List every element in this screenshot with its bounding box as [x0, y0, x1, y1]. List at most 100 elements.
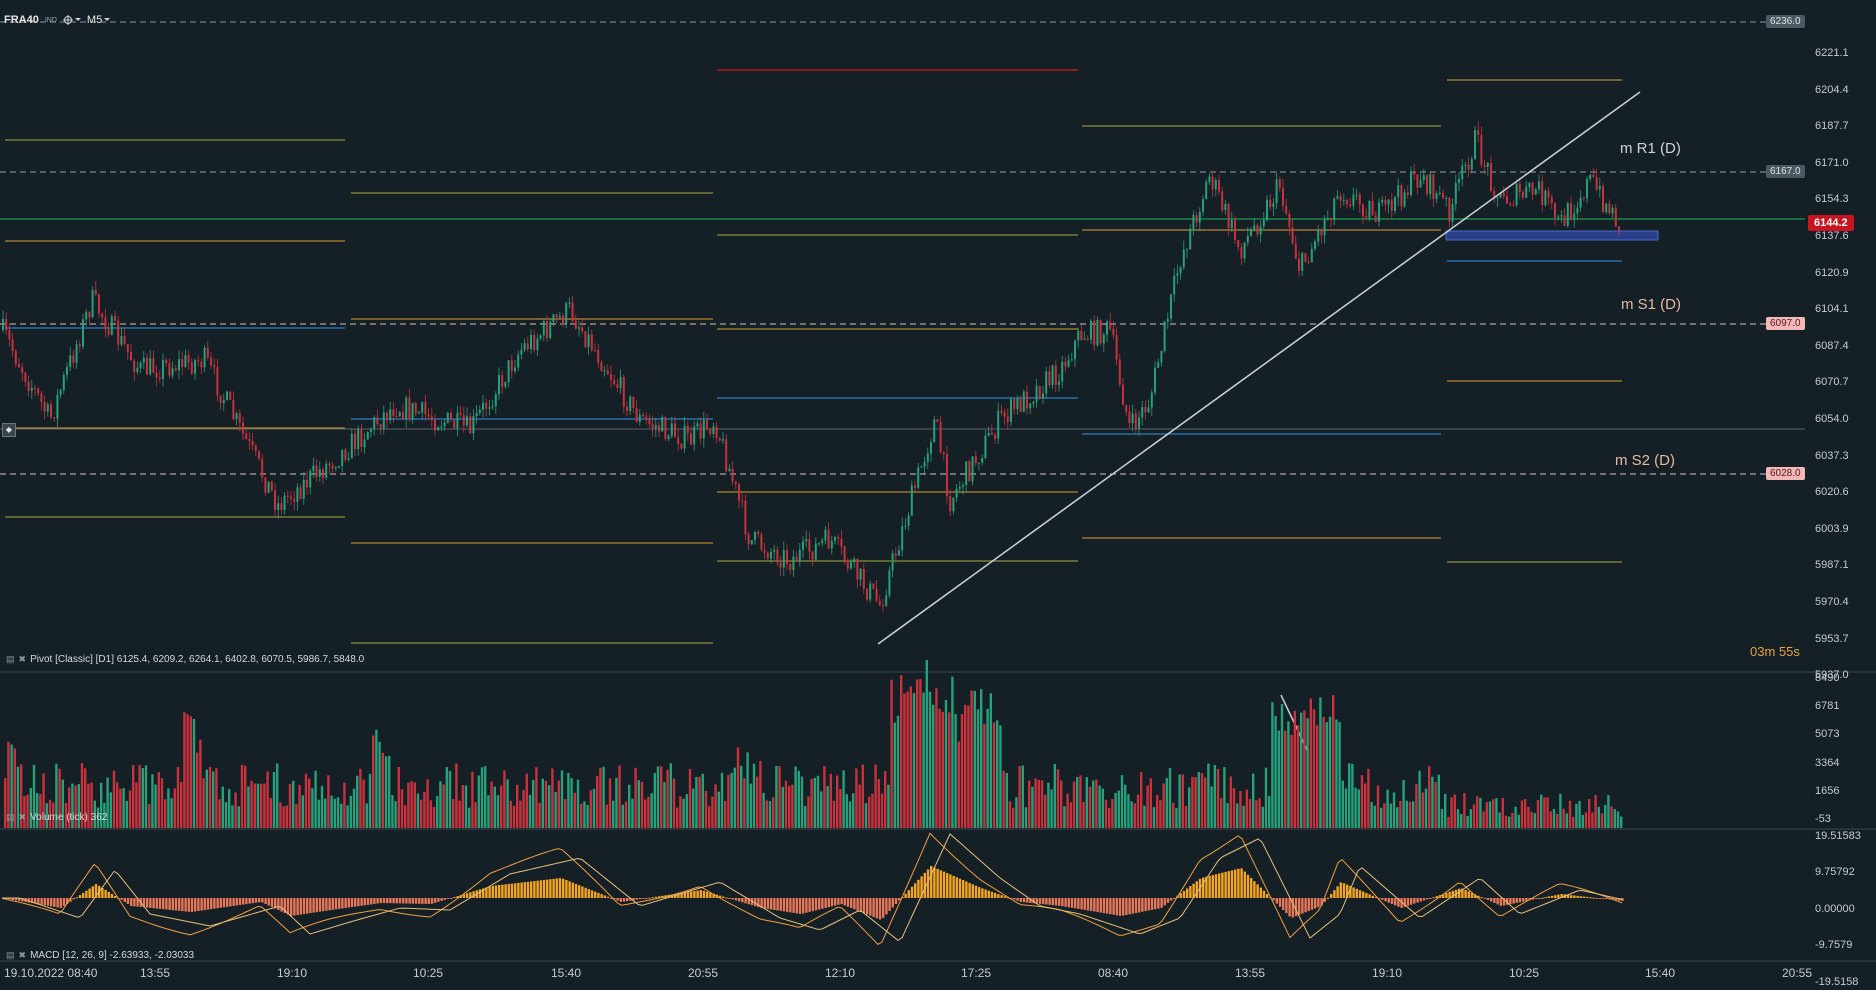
- volume-bar: [756, 776, 759, 828]
- volume-bar: [276, 763, 279, 828]
- candle-body: [1499, 192, 1502, 198]
- macd-hist-bar: [1234, 869, 1237, 898]
- candle-body: [123, 336, 126, 345]
- candle-body: [782, 550, 785, 568]
- macd-hist-bar: [178, 898, 181, 911]
- volume-bar: [461, 785, 464, 828]
- macd-hist-bar: [638, 898, 642, 900]
- candle-body: [357, 428, 360, 450]
- macd-hist-bar: [850, 898, 853, 908]
- volume-bar: [308, 778, 311, 828]
- volume-bar: [61, 779, 64, 828]
- drag-handle-icon[interactable]: ◆: [2, 423, 16, 437]
- candle-body: [11, 339, 14, 351]
- volume-bar: [944, 699, 948, 828]
- macd-hist-bar: [1227, 871, 1230, 898]
- candle-body: [1006, 416, 1009, 422]
- volume-bar: [90, 782, 93, 828]
- candle-body: [1278, 179, 1281, 189]
- macd-hist-bar: [1134, 898, 1138, 914]
- macd-hist-bar: [1118, 898, 1122, 916]
- indicator-settings-icon[interactable]: ▤: [6, 654, 15, 664]
- price-axis-label: 5937.0: [1815, 669, 1849, 682]
- volume-bar: [1463, 793, 1466, 828]
- candle-body: [430, 416, 433, 421]
- volume-bar: [1501, 797, 1504, 828]
- candle-body: [1525, 186, 1528, 198]
- candle-body: [1099, 320, 1102, 344]
- indicator-settings-icon[interactable]: ▤: [6, 812, 15, 822]
- macd-hist-bar: [1026, 898, 1029, 903]
- macd-hist-bar: [411, 898, 414, 904]
- candle-body: [405, 397, 408, 420]
- candle-body: [354, 433, 356, 450]
- candle-body: [1307, 261, 1310, 263]
- crosshair-button[interactable]: [62, 15, 81, 25]
- volume-bar: [986, 708, 989, 828]
- candle-body: [770, 551, 772, 559]
- candle-body: [1416, 174, 1419, 188]
- macd-hist-bar: [222, 898, 226, 908]
- macd-hist-bar: [862, 898, 866, 914]
- candle-body: [526, 343, 529, 350]
- volume-bar: [772, 797, 775, 828]
- macd-hist-bar: [485, 887, 488, 898]
- macd-hist-bar: [955, 877, 958, 898]
- candle-body: [1240, 247, 1243, 259]
- macd-signal-line: [2, 833, 1623, 942]
- candle-body: [136, 367, 139, 372]
- volume-bar: [288, 784, 292, 828]
- candle-body: [779, 562, 782, 568]
- macd-hist-bar: [1576, 895, 1579, 898]
- candle-body: [21, 367, 24, 373]
- volume-bar: [1424, 788, 1428, 828]
- volume-bar: [330, 795, 333, 828]
- macd-hist-bar: [1515, 898, 1518, 903]
- indicator-settings-icon[interactable]: ▤: [6, 950, 15, 960]
- candle-body: [1192, 215, 1195, 229]
- candle-body: [1458, 178, 1460, 183]
- symbol-name[interactable]: FRA40: [4, 14, 39, 26]
- volume-bar: [1556, 813, 1559, 828]
- volume-bar: [1597, 806, 1600, 828]
- macd-hist-bar: [357, 898, 360, 907]
- candle-body: [651, 423, 654, 429]
- macd-hist-bar: [789, 898, 792, 913]
- macd-hist-bar: [1003, 896, 1006, 898]
- volume-bar: [564, 799, 567, 828]
- macd-hist-bar: [190, 898, 194, 912]
- volume-bar: [967, 705, 970, 828]
- volume-bar: [480, 767, 484, 828]
- candle-body: [315, 465, 318, 477]
- macd-hist-bar: [302, 898, 306, 915]
- macd-hist-bar: [78, 895, 82, 898]
- candle-body: [584, 331, 587, 348]
- volume-bar: [599, 767, 602, 828]
- volume-bar: [1549, 811, 1552, 828]
- candle-body: [171, 368, 174, 376]
- candle-body: [366, 432, 369, 440]
- candle-body: [347, 458, 350, 460]
- close-icon[interactable]: ✖: [18, 654, 27, 664]
- candle-body: [1515, 183, 1518, 205]
- candle-body: [270, 481, 273, 491]
- volume-bar: [852, 793, 855, 828]
- candle-body: [488, 407, 491, 409]
- macd-axis-label: 19.51583: [1815, 830, 1861, 842]
- macd-hist-bar: [53, 898, 56, 907]
- candle-body: [1330, 218, 1332, 221]
- volume-bar: [698, 776, 701, 828]
- close-icon[interactable]: ✖: [18, 812, 27, 822]
- volume-bar: [1607, 795, 1610, 828]
- close-icon[interactable]: ✖: [18, 950, 27, 960]
- candle-body: [453, 419, 456, 429]
- timeframe-selector[interactable]: M5: [87, 14, 111, 26]
- candle-body: [1122, 384, 1124, 406]
- volume-bar: [644, 799, 647, 828]
- macd-hist-bar: [107, 891, 110, 898]
- macd-hist-bar: [488, 886, 491, 898]
- volume-bar: [1380, 807, 1383, 828]
- macd-histogram: [1, 832, 1624, 946]
- macd-hist-bar: [776, 898, 779, 911]
